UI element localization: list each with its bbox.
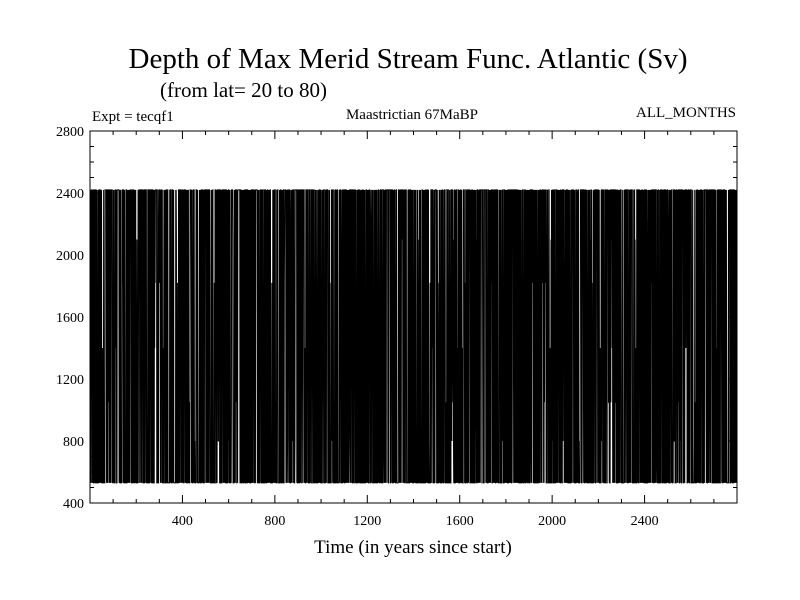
chart-subtitle: (from lat= 20 to 80) [160, 78, 327, 102]
data-layer [89, 189, 738, 484]
run-label: Maastrictian 67MaBP [346, 107, 478, 123]
y-tick-label-2000: 2000 [56, 249, 84, 264]
y-tick-label-400: 400 [63, 497, 84, 512]
x-tick-label-400: 400 [172, 514, 193, 529]
x-tick-label-2400: 2400 [631, 514, 659, 529]
chart-title: Depth of Max Merid Stream Func. Atlantic… [129, 43, 688, 75]
x-tick-label-1200: 1200 [353, 514, 381, 529]
plot-frame [89, 130, 738, 504]
x-tick-label-800: 800 [264, 514, 285, 529]
tick-layer: 400 800 1200 1600 2000 2400 400 800 1200 1600 2000… [56, 125, 737, 529]
y-tick-label-2800: 2800 [56, 125, 84, 140]
series-line [89, 189, 738, 484]
season-label: ALL_MONTHS [636, 105, 736, 121]
y-tick-label-800: 800 [63, 435, 84, 450]
y-tick-label-1200: 1200 [56, 373, 84, 388]
y-tick-label-2400: 2400 [56, 187, 84, 202]
x-tick-label-2000: 2000 [538, 514, 566, 529]
x-axis-label: Time (in years since start) [314, 537, 512, 558]
x-tick-label-1600: 1600 [446, 514, 474, 529]
y-tick-label-1600: 1600 [56, 311, 84, 326]
expt-label: Expt = tecqf1 [92, 109, 174, 125]
